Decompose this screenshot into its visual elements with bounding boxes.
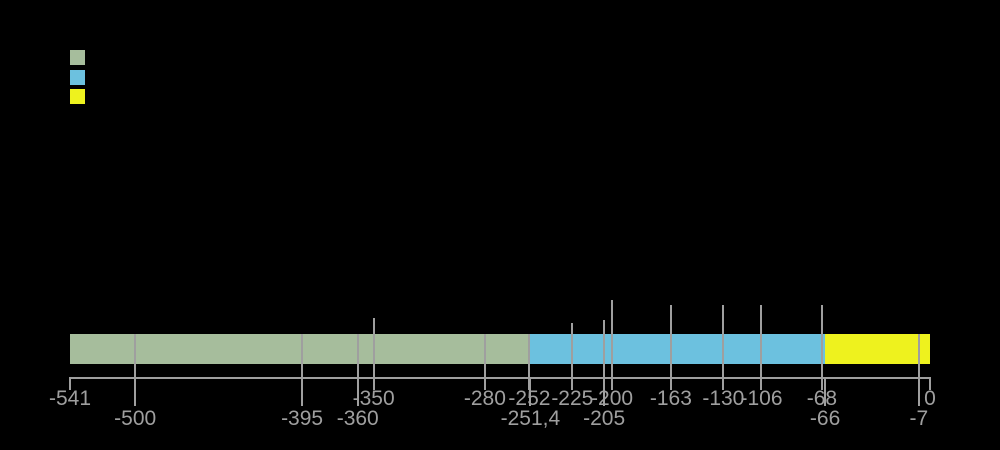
tick-line--225 bbox=[571, 323, 574, 390]
tick-line--7 bbox=[917, 334, 920, 406]
legend-swatch-2 bbox=[70, 70, 85, 85]
tick-line--106 bbox=[760, 305, 763, 390]
tick-line--163 bbox=[669, 305, 672, 390]
tick-line--251.4 bbox=[529, 377, 532, 406]
tick-label--7: -7 bbox=[909, 407, 929, 430]
tick-label--106: -106 bbox=[740, 387, 783, 410]
tick-line-0 bbox=[929, 377, 931, 390]
tick-label--200: -200 bbox=[591, 387, 634, 410]
axis-baseline bbox=[70, 377, 930, 379]
tick-label--163: -163 bbox=[649, 387, 692, 410]
tick-label--500: -500 bbox=[114, 407, 157, 430]
legend-swatch-3 bbox=[70, 89, 85, 104]
tick-label--130: -130 bbox=[702, 387, 745, 410]
legend-swatch-1 bbox=[70, 50, 85, 65]
era-bar-segment-3 bbox=[825, 334, 930, 364]
tick-label--541: -541 bbox=[48, 387, 92, 410]
tick-line--350 bbox=[372, 318, 375, 390]
tick-label--360: -360 bbox=[336, 407, 379, 430]
tick-label--251.4: -251,4 bbox=[500, 407, 561, 430]
tick-line--252 bbox=[528, 334, 531, 390]
tick-label--280: -280 bbox=[463, 387, 506, 410]
tick-line--395 bbox=[301, 334, 304, 406]
tick-label--350: -350 bbox=[352, 387, 395, 410]
tick-line--205 bbox=[603, 320, 606, 406]
tick-line--66 bbox=[824, 377, 827, 406]
tick-label--225: -225 bbox=[551, 387, 594, 410]
tick-label--205: -205 bbox=[583, 407, 626, 430]
tick-label--68: -68 bbox=[806, 387, 838, 410]
era-bar-segment-1 bbox=[70, 334, 530, 364]
tick-label--395: -395 bbox=[281, 407, 324, 430]
tick-line--500 bbox=[134, 334, 137, 406]
tick-label--66: -66 bbox=[809, 407, 841, 430]
tick-line--541 bbox=[69, 377, 71, 390]
tick-line--280 bbox=[483, 334, 486, 390]
tick-line--200 bbox=[611, 300, 614, 390]
tick-line--360 bbox=[356, 334, 359, 406]
tick-line--68 bbox=[820, 305, 823, 390]
era-bar-segment-2 bbox=[529, 334, 826, 364]
tick-label-0: 0 bbox=[924, 387, 936, 410]
tick-line--130 bbox=[722, 305, 725, 390]
